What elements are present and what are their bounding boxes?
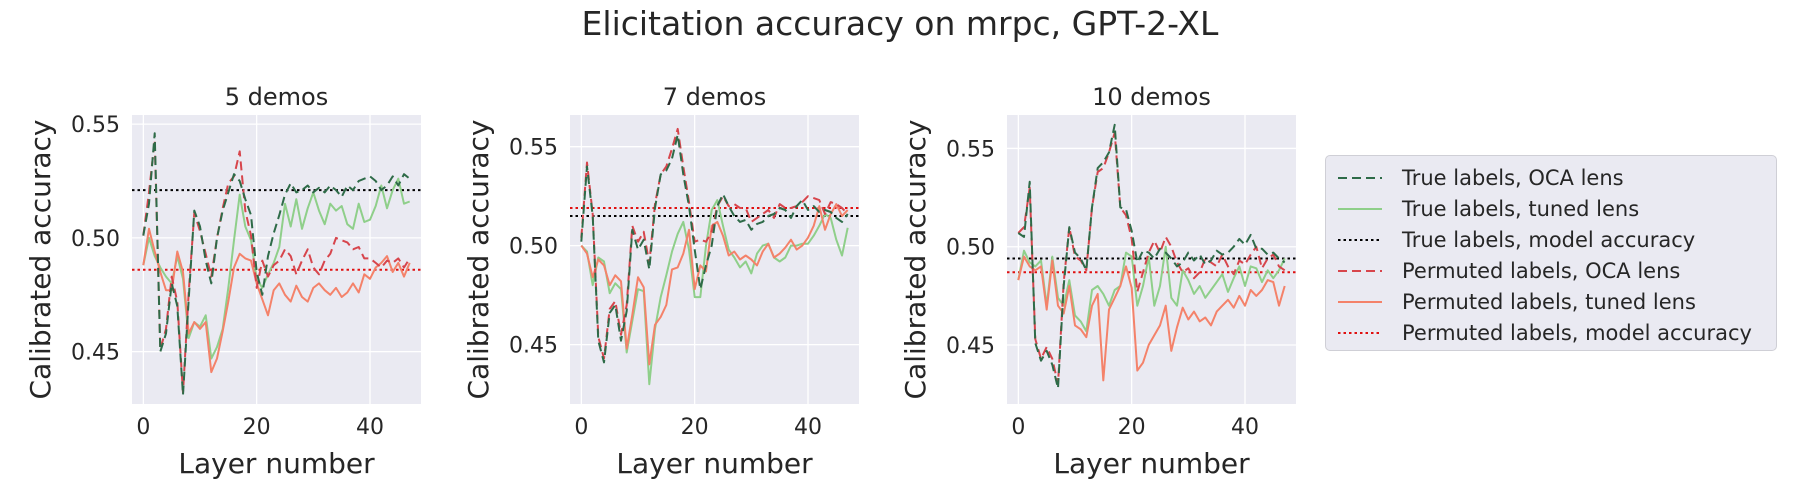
- legend-item-perm-oca: Permuted labels, OCA lens: [1326, 255, 1776, 286]
- x-tick-label: 0: [136, 415, 150, 440]
- legend-swatch-true-model: [1338, 238, 1382, 241]
- x-tick-label: 40: [356, 415, 384, 440]
- x-tick-label: 0: [1011, 415, 1025, 440]
- x-tick-label: 40: [794, 415, 822, 440]
- panel-3: 0 20 40 0.45 0.50 0.55 10 demos Layer number Cal…: [899, 83, 1296, 480]
- y-tick-label: 0.55: [509, 136, 558, 161]
- x-tick-label: 20: [681, 415, 709, 440]
- y-axis-label: Calibrated accuracy: [899, 120, 932, 400]
- figure-title: Elicitation accuracy on mrpc, GPT-2-XL: [581, 4, 1219, 43]
- legend-swatch-perm-oca: [1338, 269, 1382, 272]
- series-true-oca: [1017, 123, 1286, 390]
- legend-item-perm-tuned: Permuted labels, tuned lens: [1326, 286, 1776, 317]
- plot-area: [570, 115, 859, 404]
- legend-swatch-perm-model: [1338, 331, 1382, 334]
- plot-lines: [1007, 123, 1296, 390]
- legend-label-true-model: True labels, model accuracy: [1402, 227, 1696, 252]
- y-tick-label: 0.50: [71, 227, 120, 252]
- x-tick-label: 40: [1231, 415, 1259, 440]
- plot-lines: [132, 132, 421, 396]
- legend: True labels, OCA lens True labels, tuned…: [1325, 155, 1777, 351]
- y-tick-label: 0.55: [71, 113, 120, 138]
- y-tick-label: 0.50: [946, 236, 995, 261]
- y-tick-label: 0.55: [946, 137, 995, 162]
- legend-item-perm-model: Permuted labels, model accuracy: [1326, 317, 1776, 348]
- series-perm-tuned: [580, 203, 849, 366]
- x-axis-label: Layer number: [616, 447, 813, 480]
- panel-title: 10 demos: [1092, 83, 1211, 111]
- series-true-oca: [580, 133, 849, 364]
- series-perm-oca: [580, 127, 849, 360]
- legend-label-true-oca: True labels, OCA lens: [1402, 165, 1624, 190]
- y-tick-label: 0.45: [509, 334, 558, 359]
- legend-label-perm-tuned: Permuted labels, tuned lens: [1402, 289, 1696, 314]
- legend-item-true-oca: True labels, OCA lens: [1326, 162, 1776, 193]
- legend-item-true-tuned: True labels, tuned lens: [1326, 193, 1776, 224]
- legend-label-perm-model: Permuted labels, model accuracy: [1402, 320, 1752, 345]
- x-axis-label: Layer number: [178, 447, 375, 480]
- x-tick-label: 20: [1118, 415, 1146, 440]
- y-tick-label: 0.45: [946, 334, 995, 359]
- panel-2: 0 20 40 0.45 0.50 0.55 7 demos Layer number Cali…: [462, 83, 859, 480]
- panel-title: 5 demos: [225, 83, 328, 111]
- panel-1: 0 20 40 0.45 0.50 0.55 5 demos Layer number Cali…: [24, 83, 421, 480]
- x-axis-label: Layer number: [1053, 447, 1250, 480]
- series-true-oca: [142, 132, 411, 396]
- x-tick-label: 0: [574, 415, 588, 440]
- panel-title: 7 demos: [663, 83, 766, 111]
- legend-item-true-model: True labels, model accuracy: [1326, 224, 1776, 255]
- y-axis-label: Calibrated accuracy: [462, 120, 495, 400]
- legend-swatch-true-tuned: [1338, 207, 1382, 210]
- y-tick-label: 0.50: [509, 235, 558, 260]
- legend-swatch-true-oca: [1338, 176, 1382, 179]
- y-tick-label: 0.45: [71, 341, 120, 366]
- legend-swatch-perm-tuned: [1338, 300, 1382, 303]
- plot-lines: [570, 127, 859, 386]
- legend-label-true-tuned: True labels, tuned lens: [1402, 196, 1640, 221]
- x-tick-label: 20: [243, 415, 271, 440]
- legend-label-perm-oca: Permuted labels, OCA lens: [1402, 258, 1681, 283]
- y-axis-label: Calibrated accuracy: [24, 120, 57, 400]
